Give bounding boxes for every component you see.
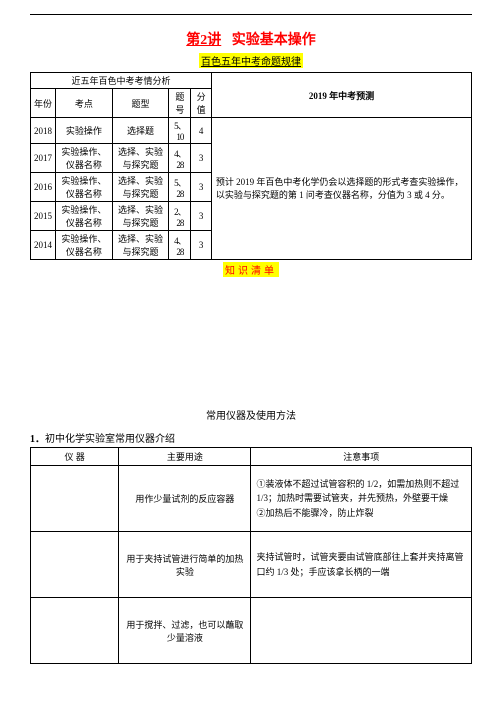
lecture-title: 实验基本操作 — [232, 33, 316, 48]
col-point: 考点 — [56, 89, 113, 118]
cell-score: 4 — [191, 118, 212, 144]
cell-point: 实验操作 — [56, 118, 113, 144]
predict-cell: 预计 2019 年百色中考化学仍会以选择题的形式考查实验操作，以实验与探究题的第… — [211, 118, 471, 260]
col-use: 主要用途 — [119, 448, 251, 466]
cell-type: 选择、实验与探究题 — [112, 202, 169, 231]
cell-note: 夹持试管时，试管夹要由试管底部往上套并夹持离管口约 1/3 处；手应该拿长柄的一… — [251, 532, 472, 598]
cell-note: ①装液体不超过试管容积的 1/2，如需加热则不超过 1/3；加热时需要试管夹，并… — [251, 466, 472, 532]
cell-year: 2018 — [31, 118, 56, 144]
cell-type: 选择、实验与探究题 — [112, 231, 169, 260]
page-title: 第2讲 实验基本操作 — [30, 29, 472, 49]
predict-header: 2019 年中考预测 — [211, 73, 471, 118]
cell-year: 2016 — [31, 173, 56, 202]
subtitle-highlight: 百色五年中考命题规律 — [199, 53, 303, 68]
cell-score: 3 — [191, 144, 212, 173]
analysis-table: 近五年百色中考考情分析 2019 年中考预测 年份 考点 题型 题号 分值 20… — [30, 72, 472, 260]
cell-type: 选择题 — [112, 118, 169, 144]
section2-title: 常用仪器及使用方法 — [30, 407, 472, 422]
cell-year: 2015 — [31, 202, 56, 231]
cell-instrument — [31, 466, 119, 532]
cell-note — [251, 598, 472, 664]
predict-rest: 年中考预测 — [327, 91, 374, 101]
cell-year: 2017 — [31, 144, 56, 173]
top-rule — [30, 14, 472, 15]
cell-use: 用于夹持试管进行简单的加热实验 — [119, 532, 251, 598]
table-row: 用于夹持试管进行简单的加热实验 夹持试管时，试管夹要由试管底部往上套并夹持离管口… — [31, 532, 472, 598]
col-score: 分值 — [191, 89, 212, 118]
cell-qno: 5、10 — [169, 118, 191, 144]
list-lead: 1．初中化学实验室常用仪器介绍 — [30, 430, 472, 445]
col-qno: 题号 — [169, 89, 191, 118]
col-instrument: 仪 器 — [31, 448, 119, 466]
table-row: 2018 实验操作 选择题 5、10 4 预计 2019 年百色中考化学仍会以选… — [31, 118, 472, 144]
cell-point: 实验操作、仪器名称 — [56, 202, 113, 231]
cell-point: 实验操作、仪器名称 — [56, 144, 113, 173]
cell-point: 实验操作、仪器名称 — [56, 173, 113, 202]
predict-year: 2019 — [309, 91, 327, 101]
cell-use: 用作少量试剂的反应容器 — [119, 466, 251, 532]
cell-score: 3 — [191, 202, 212, 231]
cell-instrument — [31, 532, 119, 598]
cell-instrument — [31, 598, 119, 664]
cell-qno: 2、28 — [169, 202, 191, 231]
col-type: 题型 — [112, 89, 169, 118]
table-row: 用于搅拌、过滤，也可以蘸取少量溶液 — [31, 598, 472, 664]
list-number: 1． — [30, 434, 45, 445]
cell-score: 3 — [191, 231, 212, 260]
cell-score: 3 — [191, 173, 212, 202]
lecture-number: 第2讲 — [186, 33, 221, 48]
cell-qno: 4、28 — [169, 231, 191, 260]
col-year: 年份 — [31, 89, 56, 118]
analysis-header: 近五年百色中考考情分析 — [31, 73, 212, 89]
cell-point: 实验操作、仪器名称 — [56, 231, 113, 260]
instrument-table: 仪 器 主要用途 注意事项 用作少量试剂的反应容器 ①装液体不超过试管容积的 1… — [30, 447, 472, 664]
cell-use: 用于搅拌、过滤，也可以蘸取少量溶液 — [119, 598, 251, 664]
table-row: 用作少量试剂的反应容器 ①装液体不超过试管容积的 1/2，如需加热则不超过 1/… — [31, 466, 472, 532]
cell-qno: 5、28 — [169, 173, 191, 202]
col-note: 注意事项 — [251, 448, 472, 466]
cell-type: 选择、实验与探究题 — [112, 144, 169, 173]
cell-type: 选择、实验与探究题 — [112, 173, 169, 202]
list-text: 初中化学实验室常用仪器介绍 — [45, 434, 175, 445]
cell-qno: 4、28 — [169, 144, 191, 173]
cell-year: 2014 — [31, 231, 56, 260]
knowledge-highlight: 知识清单 — [223, 262, 279, 277]
